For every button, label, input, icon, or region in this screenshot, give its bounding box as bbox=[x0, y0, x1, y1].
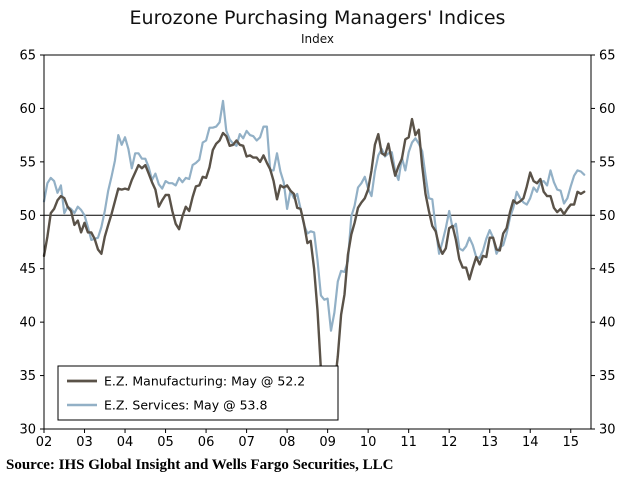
pmi-line-chart: 30 30 35 35 40 40 45 45 50 50 55 55 60 60 65 65 02 03 04 05… bbox=[19, 49, 616, 451]
x-axis-label: 09 bbox=[319, 435, 336, 450]
y-axis-label-left: 45 bbox=[19, 262, 36, 277]
chart-title: Eurozone Purchasing Managers' Indices bbox=[129, 7, 506, 29]
y-axis-label-left: 65 bbox=[19, 49, 36, 64]
x-axis-label: 10 bbox=[360, 435, 377, 450]
y-axis-label-left: 60 bbox=[19, 102, 36, 117]
manufacturing-line bbox=[42, 117, 586, 393]
x-axis-label: 06 bbox=[198, 435, 215, 450]
legend-box bbox=[57, 365, 339, 421]
y-axis-label-left: 50 bbox=[19, 209, 36, 224]
y-axis-label-right: 35 bbox=[599, 369, 616, 384]
x-axis-label: 12 bbox=[441, 435, 458, 450]
y-axis-label-right: 40 bbox=[599, 316, 616, 331]
y-axis-label-left: 35 bbox=[19, 369, 36, 384]
plot-border bbox=[43, 54, 592, 430]
x-axis-label: 15 bbox=[562, 435, 579, 450]
x-axis-label: 04 bbox=[117, 435, 134, 450]
y-axis-label-right: 45 bbox=[599, 262, 616, 277]
x-axis-label: 08 bbox=[279, 435, 296, 450]
y-axis-label-right: 65 bbox=[599, 49, 616, 64]
legend-label: E.Z. Manufacturing: May @ 52.2 bbox=[104, 374, 305, 389]
chart-subtitle: Index bbox=[300, 32, 335, 46]
x-axis-label: 11 bbox=[400, 435, 417, 450]
x-axis-label: 03 bbox=[76, 435, 93, 450]
legend: E.Z. Manufacturing: May @ 52.2 E.Z. Servi… bbox=[57, 365, 339, 421]
y-axis-label-left: 55 bbox=[19, 155, 36, 170]
y-axis-label-right: 50 bbox=[599, 209, 616, 224]
x-axis-label: 14 bbox=[522, 435, 539, 450]
x-axis-label: 05 bbox=[157, 435, 174, 450]
y-axis-label-left: 30 bbox=[19, 423, 36, 438]
x-axis-label: 13 bbox=[481, 435, 498, 450]
y-axis-label-right: 30 bbox=[599, 423, 616, 438]
source-note: Source: IHS Global Insight and Wells Far… bbox=[6, 457, 394, 473]
services-line bbox=[42, 99, 586, 332]
legend-label: E.Z. Services: May @ 53.8 bbox=[104, 398, 267, 413]
x-axis-label: 07 bbox=[238, 435, 255, 450]
x-axis-label: 02 bbox=[36, 435, 53, 450]
y-axis-label-right: 60 bbox=[599, 102, 616, 117]
y-axis-label-left: 40 bbox=[19, 316, 36, 331]
y-axis-label-right: 55 bbox=[599, 155, 616, 170]
